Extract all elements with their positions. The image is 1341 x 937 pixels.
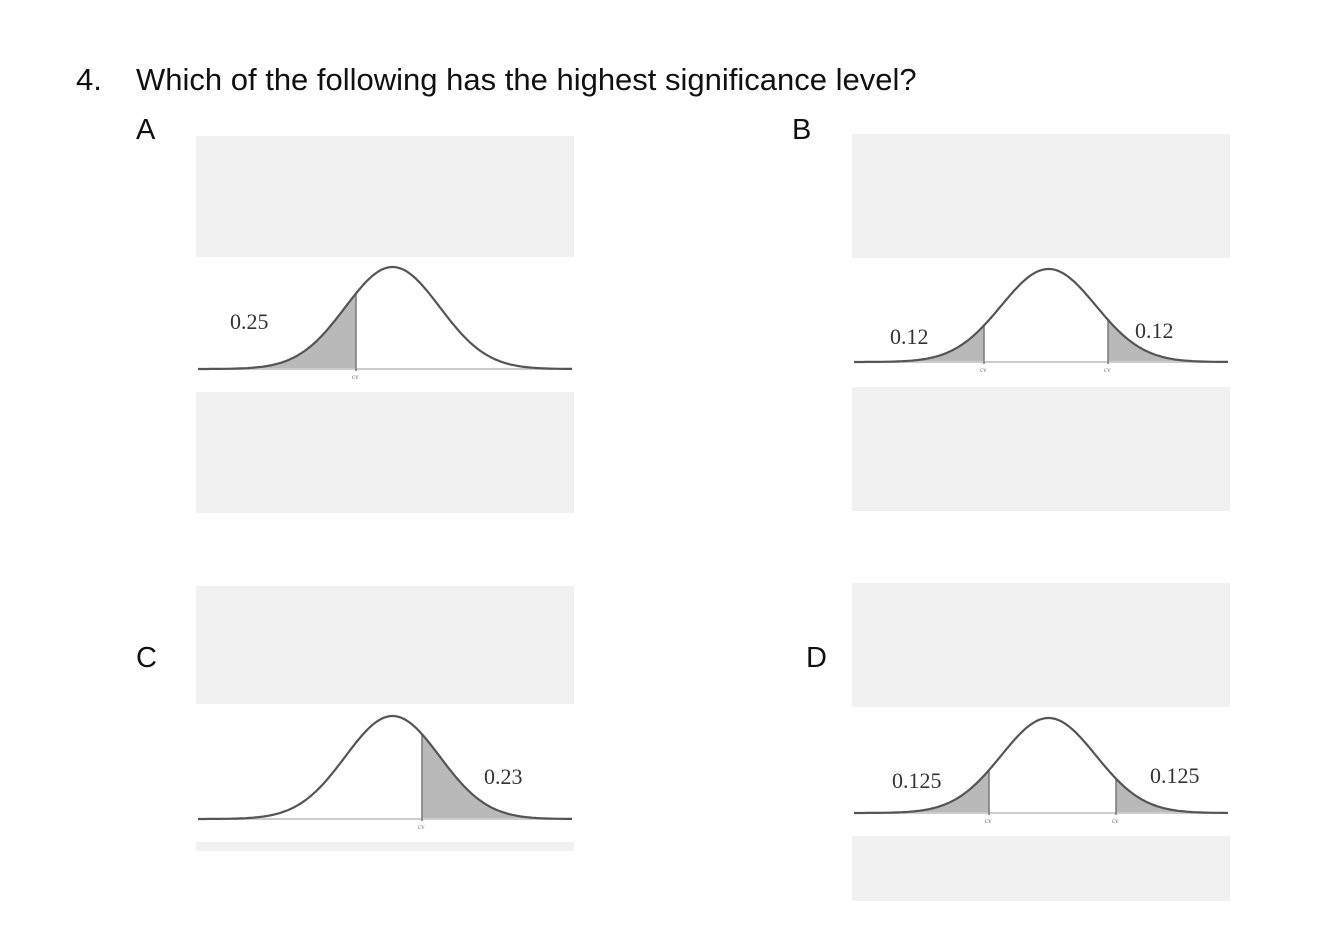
- right-tail-label: 0.12: [1135, 318, 1174, 343]
- left-tail-shade: [854, 770, 989, 813]
- normal-curve: [854, 267, 1228, 364]
- normal-curve: [854, 716, 1228, 815]
- left-cv-label: cv: [985, 817, 992, 825]
- option-b-letter: B: [792, 114, 812, 146]
- left-tail-label: 0.25: [230, 309, 269, 334]
- option-d-letter: D: [806, 642, 827, 674]
- option-a-curve-chart: 0.25 cv: [196, 257, 574, 392]
- right-tail-shade: [1116, 778, 1228, 813]
- option-c-letter: C: [136, 642, 157, 674]
- option-c-curve-chart: 0.23 cv: [196, 704, 574, 842]
- option-b-curve-chart: 0.12 0.12 cv cv: [852, 258, 1230, 387]
- left-tail-shade: [854, 325, 984, 362]
- option-b-panel[interactable]: 0.12 0.12 cv cv: [852, 134, 1230, 511]
- right-cv-label: cv: [1104, 366, 1111, 374]
- normal-curve: [198, 714, 572, 821]
- right-tail-label: 0.125: [1150, 763, 1200, 788]
- normal-curve: [198, 265, 572, 371]
- right-tail-label: 0.23: [484, 764, 523, 789]
- right-cv-label: cv: [418, 823, 425, 831]
- chart-background: [852, 707, 1230, 836]
- left-tail-shade: [198, 293, 356, 369]
- question-text: Which of the following has the highest s…: [136, 62, 917, 97]
- right-tail-shade: [1108, 319, 1228, 362]
- left-tail-label: 0.125: [892, 768, 942, 793]
- option-c-panel[interactable]: 0.23 cv: [196, 586, 574, 851]
- right-cv-label: cv: [1112, 817, 1119, 825]
- option-d-curve-chart: 0.125 0.125 cv cv: [852, 707, 1230, 836]
- left-cv-label: cv: [352, 373, 359, 381]
- option-d-panel[interactable]: 0.125 0.125 cv cv: [852, 583, 1230, 901]
- chart-background: [852, 258, 1230, 387]
- left-cv-label: cv: [980, 366, 987, 374]
- option-a-letter: A: [136, 114, 156, 146]
- option-a-panel[interactable]: 0.25 cv: [196, 136, 574, 513]
- left-tail-label: 0.12: [890, 324, 929, 349]
- question-number: 4.: [76, 62, 102, 97]
- right-tail-shade: [422, 734, 572, 819]
